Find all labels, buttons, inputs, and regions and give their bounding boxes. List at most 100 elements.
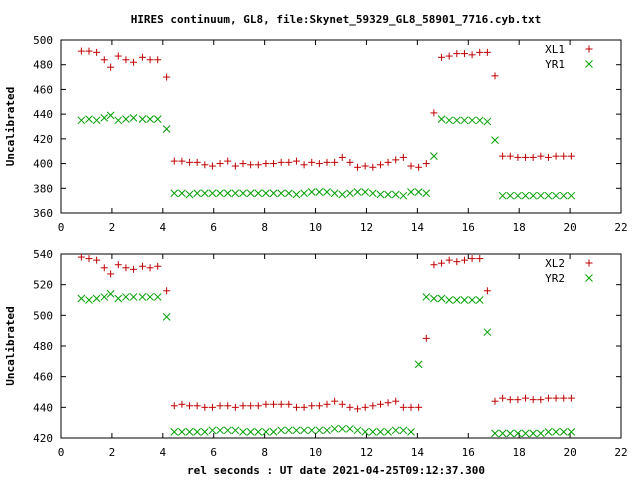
y-tick-label: 480 — [33, 59, 53, 72]
data-point-xl2 — [146, 264, 154, 272]
data-point-xl2 — [422, 334, 430, 342]
data-point-yr1-d2 — [307, 188, 316, 196]
y-tick-label: 420 — [33, 133, 53, 146]
data-point-xl2 — [438, 259, 446, 267]
y-axis-label: Uncalibrated — [4, 306, 17, 385]
data-point-yr1 — [353, 188, 362, 196]
data-point-yr2 — [246, 428, 255, 436]
data-point-yr1-d2 — [414, 188, 423, 196]
data-point-yr2-d2 — [368, 428, 377, 436]
data-point-yr2-d2 — [146, 293, 154, 301]
data-point-yr1-d2 — [231, 189, 240, 198]
data-point-xl2 — [445, 256, 453, 264]
x-tick-label: 4 — [160, 221, 167, 234]
data-point-yr1 — [216, 189, 224, 198]
data-point-yr2-d2 — [452, 296, 461, 304]
data-point-yr1-d2 — [346, 189, 354, 198]
x-tick-label: 0 — [58, 221, 65, 234]
data-point-yr1 — [146, 115, 154, 123]
data-point-yr2-d2 — [162, 313, 171, 321]
data-point-yr1 — [437, 115, 446, 123]
data-point-yr1-d2 — [399, 191, 408, 200]
data-point-yr1 — [346, 189, 354, 198]
data-point-yr2 — [468, 296, 476, 304]
data-point-yr2-d2 — [437, 294, 446, 303]
data-point-yr1 — [567, 191, 576, 200]
data-point-xl2 — [453, 258, 461, 266]
data-point-yr1-d2 — [216, 189, 224, 198]
data-point-yr2 — [315, 426, 324, 435]
data-point-xl1 — [506, 152, 514, 160]
data-point-xl2 — [308, 402, 316, 410]
data-point-yr2 — [223, 426, 232, 435]
legend-marker-d2 — [585, 274, 593, 282]
y-tick-label: 480 — [33, 340, 53, 353]
data-point-xl2 — [231, 403, 239, 411]
data-point-yr2-d2 — [307, 426, 316, 435]
data-point-yr2-d2 — [330, 424, 339, 433]
data-point-yr2-d2 — [185, 428, 194, 436]
data-point-yr2-d2 — [246, 428, 255, 436]
legend-label: XL1 — [545, 43, 565, 56]
data-point-xl1 — [468, 51, 476, 59]
data-point-yr2 — [384, 428, 392, 436]
data-point-yr2 — [284, 426, 293, 435]
x-tick-label: 2 — [109, 446, 116, 459]
data-point-xl1 — [361, 162, 369, 170]
data-point-yr2 — [361, 428, 370, 436]
data-point-xl1 — [369, 163, 377, 171]
legend-label: YR1 — [545, 58, 565, 71]
data-point-xl2 — [300, 403, 308, 411]
data-point-xl1 — [146, 56, 154, 64]
data-point-yr2 — [521, 429, 530, 438]
data-point-xl2 — [544, 394, 552, 402]
data-point-xl2 — [376, 400, 384, 408]
data-point-yr2-d2 — [100, 293, 109, 301]
x-tick-label: 14 — [411, 221, 425, 234]
data-point-yr1-d2 — [185, 190, 194, 199]
data-point-yr1 — [246, 189, 255, 198]
data-point-xl2 — [499, 394, 507, 402]
data-point-xl1 — [254, 161, 262, 169]
data-point-xl2 — [399, 403, 407, 411]
data-point-xl2 — [407, 403, 415, 411]
data-point-yr2 — [153, 293, 162, 301]
data-point-xl2 — [239, 402, 247, 410]
data-point-yr1-d2 — [491, 136, 499, 144]
data-point-yr2 — [307, 426, 316, 435]
data-point-yr2 — [162, 313, 171, 321]
data-point-xl2 — [270, 400, 278, 408]
data-point-xl1 — [170, 157, 178, 165]
data-point-xl2 — [460, 256, 468, 264]
data-point-yr2 — [407, 428, 415, 436]
data-point-yr2-d2 — [498, 429, 507, 438]
data-point-yr2-d2 — [468, 296, 476, 304]
data-point-yr2 — [170, 428, 179, 436]
data-point-yr2-d2 — [559, 428, 568, 436]
data-point-yr1-d2 — [153, 115, 162, 123]
data-point-yr2 — [437, 294, 446, 303]
y-tick-label: 380 — [33, 182, 53, 195]
data-point-xl1 — [346, 158, 354, 166]
data-point-yr2 — [498, 429, 507, 438]
data-point-yr2 — [399, 426, 408, 435]
x-tick-label: 22 — [614, 221, 627, 234]
data-point-yr2-d2 — [262, 428, 270, 436]
data-point-yr2 — [277, 426, 286, 435]
data-point-xl2 — [323, 400, 331, 408]
data-point-yr1-d2 — [445, 116, 454, 125]
data-point-xl2 — [285, 400, 293, 408]
data-point-yr1 — [422, 189, 431, 198]
data-point-yr1-d2 — [506, 191, 515, 200]
data-point-yr2 — [414, 360, 423, 369]
y-tick-label: 500 — [33, 309, 53, 322]
data-point-yr2-d2 — [315, 426, 324, 435]
data-point-yr1-d2 — [269, 189, 278, 198]
data-point-yr1 — [162, 125, 171, 133]
y-tick-label: 540 — [33, 248, 53, 261]
x-tick-label: 22 — [614, 446, 627, 459]
data-point-yr2-d2 — [284, 426, 293, 435]
data-point-xl1 — [499, 152, 507, 160]
data-point-yr1 — [384, 190, 392, 199]
data-point-yr2-d2 — [552, 428, 560, 436]
